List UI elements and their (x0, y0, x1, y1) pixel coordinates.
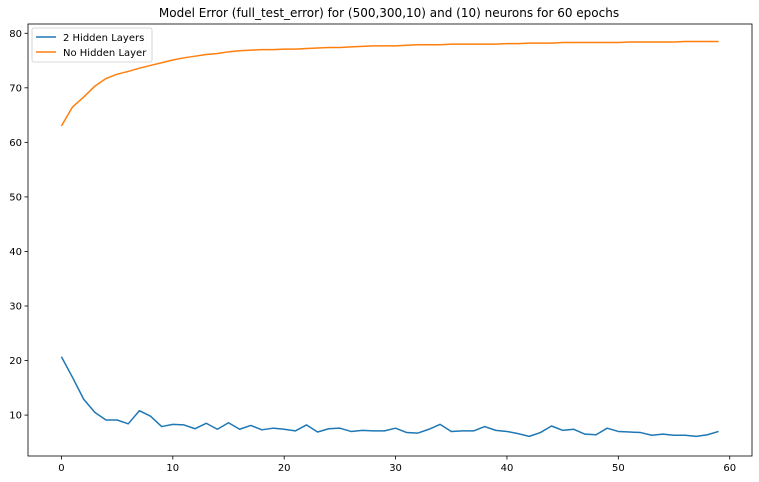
chart-title: Model Error (full_test_error) for (500,3… (159, 6, 619, 20)
y-tick-label: 60 (9, 138, 22, 149)
x-tick-label: 10 (166, 463, 179, 474)
y-tick-label: 80 (9, 29, 22, 40)
y-tick-label: 30 (9, 302, 22, 313)
x-tick-label: 60 (723, 463, 736, 474)
series-layer (60, 40, 719, 438)
legend-label-no-hidden-layer: No Hidden Layer (63, 48, 147, 59)
legend-label-2-hidden-layers: 2 Hidden Layers (63, 33, 144, 44)
x-tick-label: 40 (501, 463, 514, 474)
legend: 2 Hidden Layers No Hidden Layer (31, 27, 153, 63)
x-tick-label: 20 (278, 463, 291, 474)
y-axis: 10 20 30 40 50 60 70 80 (9, 29, 28, 422)
x-axis: 0 10 20 30 40 50 60 (58, 456, 736, 474)
x-tick-label: 0 (58, 463, 64, 474)
x-tick-label: 30 (389, 463, 402, 474)
y-tick-label: 40 (9, 247, 22, 258)
y-tick-label: 10 (9, 411, 22, 422)
y-tick-label: 70 (9, 83, 22, 94)
plot-frame (27, 23, 753, 457)
series-line-no-hidden-layer (60, 40, 719, 127)
legend-box (31, 27, 153, 63)
series-line-2-hidden-layers (60, 356, 719, 438)
y-tick-label: 20 (9, 356, 22, 367)
y-tick-label: 50 (9, 192, 22, 203)
x-tick-label: 50 (612, 463, 625, 474)
